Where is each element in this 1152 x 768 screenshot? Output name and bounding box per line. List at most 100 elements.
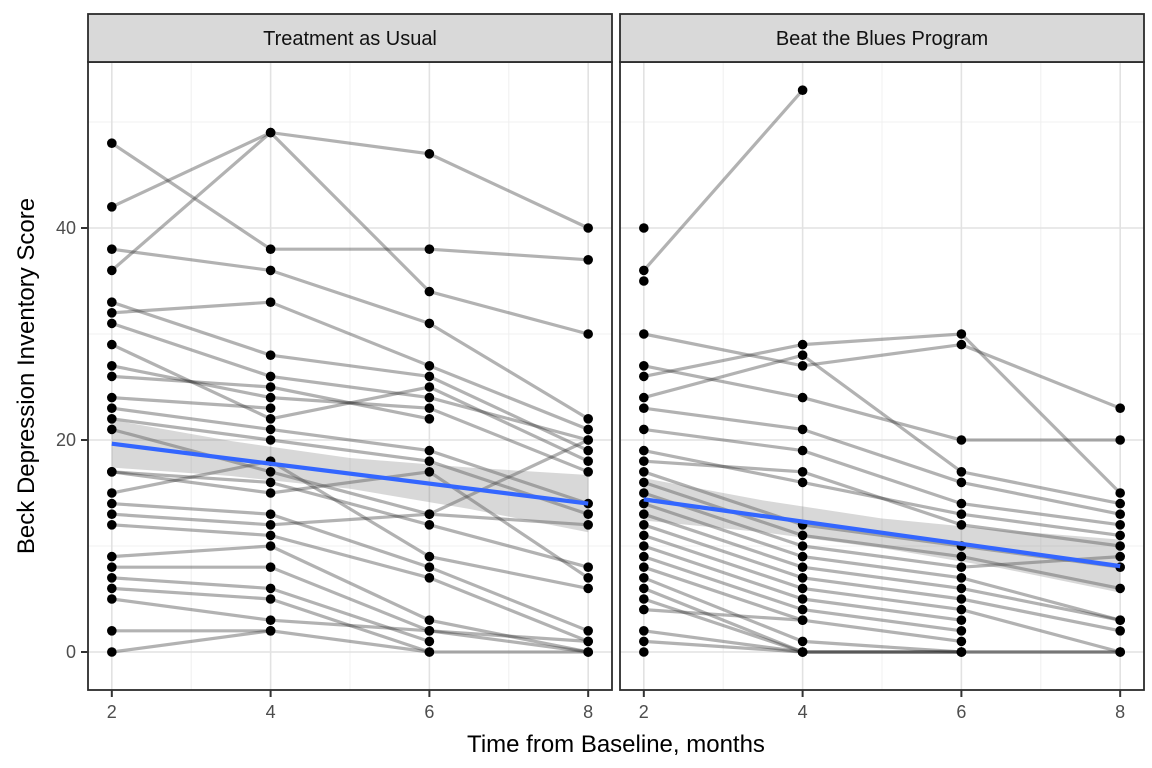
data-point — [797, 392, 808, 403]
data-point — [265, 626, 276, 636]
data-point — [107, 138, 117, 148]
data-point — [797, 551, 808, 562]
regression-line — [111, 441, 589, 506]
data-point — [956, 509, 967, 519]
data-point — [424, 626, 435, 636]
data-point — [107, 583, 117, 594]
data-point — [265, 382, 276, 392]
trajectory-line — [110, 300, 590, 453]
trajectory-line — [110, 629, 590, 654]
data-point — [956, 583, 967, 594]
data-point — [424, 573, 435, 583]
data-point — [1115, 520, 1125, 530]
data-point — [639, 636, 649, 647]
data-point — [583, 520, 593, 530]
trajectory-line — [110, 459, 590, 591]
data-point — [956, 339, 967, 350]
data-point — [956, 647, 967, 657]
data-point — [424, 562, 435, 572]
data-point — [107, 202, 117, 212]
data-point — [265, 594, 276, 604]
trajectory-line — [642, 607, 805, 622]
x-tick-label: 6 — [424, 702, 434, 722]
data-point — [583, 626, 593, 636]
data-point — [265, 350, 276, 361]
data-point — [265, 244, 276, 254]
x-tick-label: 4 — [798, 702, 808, 722]
data-point — [639, 276, 649, 286]
data-point — [107, 339, 117, 350]
data-point — [107, 403, 117, 414]
data-point — [583, 223, 593, 233]
data-point — [1115, 435, 1125, 445]
trajectory-line — [110, 417, 590, 516]
data-point — [1115, 498, 1125, 509]
data-point — [265, 541, 276, 551]
data-point — [639, 265, 649, 276]
data-point — [639, 520, 649, 530]
data-point — [424, 414, 435, 424]
data-point — [1115, 615, 1125, 625]
data-point — [107, 297, 117, 308]
data-point — [424, 382, 435, 392]
data-point — [265, 414, 276, 424]
facet-strip-label-right: Beat the Blues Program — [776, 28, 988, 50]
data-point — [107, 244, 117, 254]
data-point — [1115, 583, 1125, 594]
trajectory-line — [110, 565, 590, 654]
data-point — [956, 329, 967, 339]
data-point — [265, 127, 276, 138]
data-point — [956, 562, 967, 572]
data-point — [424, 467, 435, 477]
data-point — [639, 329, 649, 339]
data-point — [107, 498, 117, 509]
data-point — [583, 414, 593, 424]
data-point — [107, 551, 117, 562]
data-point — [265, 467, 276, 477]
render-root: 2 4 6 8 2 4 6 8 0 20 40 — [56, 13, 1145, 722]
data-point — [583, 583, 593, 594]
data-point — [797, 583, 808, 594]
trajectory-line — [642, 353, 1122, 506]
data-point — [107, 562, 117, 572]
trajectory-line — [642, 512, 1122, 622]
data-point — [797, 339, 808, 350]
data-point — [956, 467, 967, 477]
trajectory-line — [110, 343, 590, 463]
data-point — [1115, 541, 1125, 551]
data-point — [956, 636, 967, 647]
data-point — [639, 361, 649, 371]
data-point — [107, 414, 117, 424]
data-point — [797, 573, 808, 583]
trajectory-line — [642, 533, 1122, 654]
data-point — [424, 361, 435, 371]
data-point — [639, 594, 649, 604]
data-point — [107, 594, 117, 604]
data-point — [424, 403, 435, 414]
data-point — [797, 562, 808, 572]
trajectory-line — [110, 364, 590, 474]
data-point — [797, 615, 808, 625]
data-point — [265, 297, 276, 308]
data-point — [107, 371, 117, 382]
trajectory-line — [642, 427, 1122, 527]
trajectory-line — [642, 523, 1122, 633]
data-point — [107, 361, 117, 371]
trajectory-line — [642, 332, 1122, 495]
data-point — [639, 371, 649, 382]
data-point — [797, 604, 808, 615]
trajectory-line — [642, 449, 1122, 538]
trajectory-line — [642, 88, 805, 272]
data-point — [639, 445, 649, 456]
data-point — [424, 286, 435, 297]
data-point — [956, 520, 967, 530]
data-point — [639, 626, 649, 636]
data-point — [424, 636, 435, 647]
trajectory-line — [110, 470, 590, 569]
data-point — [639, 477, 649, 488]
data-point — [956, 615, 967, 625]
y-tick-label: 20 — [56, 430, 76, 450]
trajectory-line — [110, 597, 590, 644]
trajectory-line — [642, 491, 1122, 569]
